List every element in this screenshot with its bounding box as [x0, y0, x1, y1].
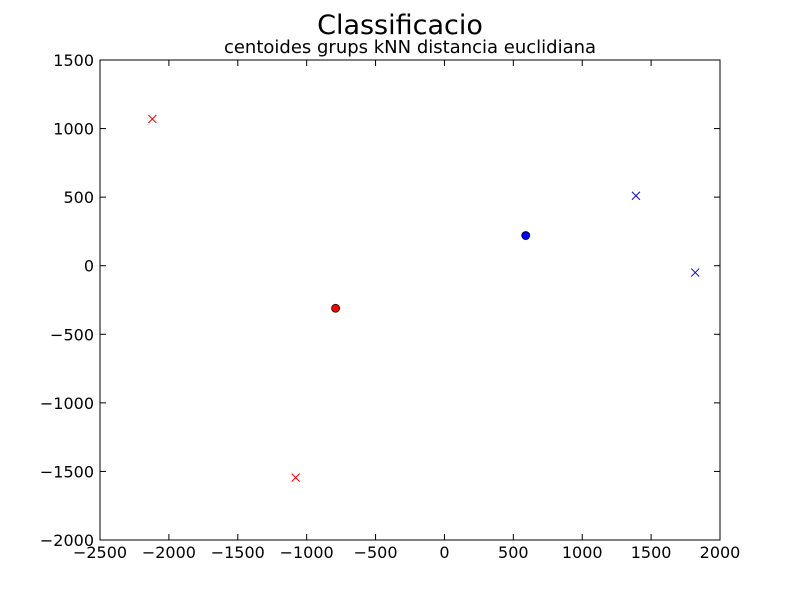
tick-labels: −2500 −2000 −1500 −1000 −500 0 500 1000 1500 2000…: [40, 51, 740, 562]
y-tick-label: 0: [84, 257, 94, 276]
y-tick-label: 1000: [53, 120, 94, 139]
y-tick-label: −500: [50, 325, 94, 344]
x-tick-label: −2500: [73, 543, 127, 562]
x-tick-label: 500: [498, 543, 529, 562]
y-tick-label: −1500: [40, 462, 94, 481]
x-marker-point: [690, 268, 700, 277]
chart-subtitle: centoides grups kNN distancia euclidiana: [224, 37, 596, 58]
centroid-point: [331, 303, 341, 313]
centroid-point: [521, 231, 531, 240]
data-points: [148, 114, 700, 482]
axis-ticks: [99, 59, 721, 541]
x-marker-point: [291, 473, 300, 482]
x-tick-label: −1500: [211, 543, 265, 562]
x-tick-label: −500: [354, 543, 398, 562]
x-tick-label: 0: [439, 543, 449, 562]
x-tick-label: 1500: [631, 543, 672, 562]
plot-area-frame: [99, 59, 721, 541]
y-tick-label: 500: [63, 188, 94, 207]
y-tick-label: −1000: [40, 394, 94, 413]
y-tick-label: −2000: [40, 531, 94, 550]
x-tick-label: 1000: [562, 543, 603, 562]
x-marker-point: [631, 191, 641, 201]
x-tick-label: −1000: [280, 543, 334, 562]
x-tick-label: 2000: [700, 543, 741, 562]
x-tick-label: −2000: [142, 543, 196, 562]
chart-title: Classificacio: [317, 10, 483, 41]
y-tick-label: 1500: [53, 51, 94, 70]
x-marker-point: [148, 114, 157, 124]
